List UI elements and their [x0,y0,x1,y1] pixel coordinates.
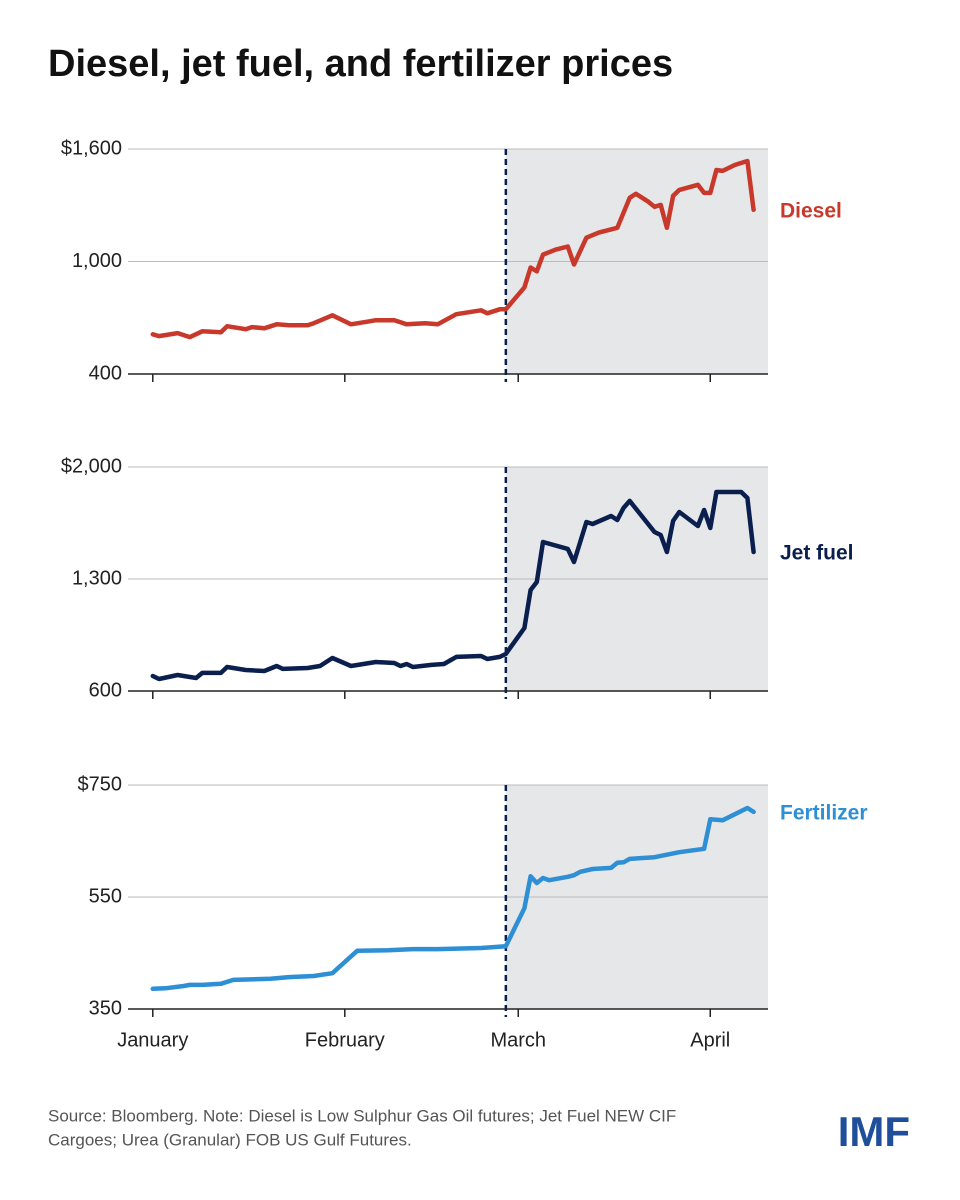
series-line [150,158,756,340]
x-tick-label: February [305,1029,385,1051]
source-note: Source: Bloomberg. Note: Diesel is Low S… [48,1106,676,1125]
y-tick-label: 400 [89,362,122,384]
y-tick-label: 350 [89,997,122,1019]
source-note: Cargoes; Urea (Granular) FOB US Gulf Fut… [48,1130,412,1149]
series-line [150,805,756,992]
y-tick-label: $750 [78,773,123,795]
series-label: Fertilizer [780,801,868,824]
y-tick-label: 1,000 [72,250,122,272]
y-tick-label: 550 [89,885,122,907]
series-label: Diesel [780,199,842,222]
y-tick-label: $2,000 [61,455,122,477]
x-tick-label: March [490,1029,546,1051]
y-tick-label: 600 [89,679,122,701]
series-line [150,489,756,682]
x-tick-label: January [117,1029,188,1051]
logo: IMF [838,1108,910,1155]
series-label: Jet fuel [780,542,854,565]
chart-title: Diesel, jet fuel, and fertilizer prices [48,43,673,85]
y-tick-label: 1,300 [72,567,122,589]
y-tick-label: $1,600 [61,137,122,159]
x-tick-label: April [690,1029,730,1051]
